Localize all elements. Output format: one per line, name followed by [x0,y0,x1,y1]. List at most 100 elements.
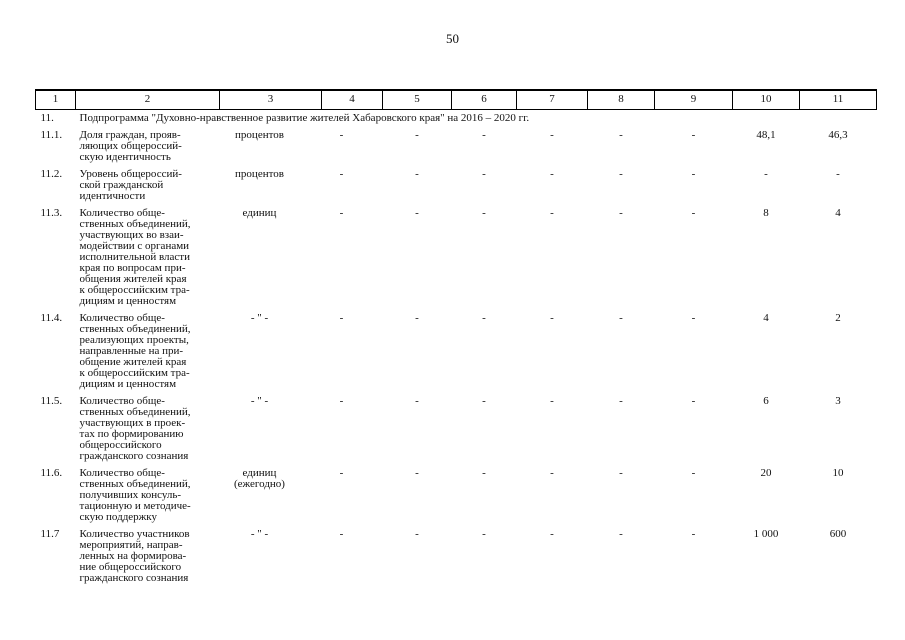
value-cell: 4 [763,312,769,324]
value-cell: - [482,207,486,219]
value-cell: - [482,312,486,324]
unit-cell: процентов [235,168,284,180]
value-cell: - [691,168,696,180]
value-cell: - [339,129,344,141]
value-cell: 20 [760,467,772,479]
value-cell: - [836,168,840,180]
column-numbers-row: 1 2 3 4 5 6 7 8 9 10 11 [35,89,877,110]
row-number: 11.2. [40,168,63,180]
column-number: 3 [219,89,322,110]
value-cell: - [764,168,768,180]
value-cell: - [619,129,623,141]
value-cell: 48,1 [756,129,776,141]
value-cell: 4 [835,207,841,219]
value-cell: - [691,207,696,219]
section-title: Подпрограмма "Духовно-нравственное разви… [79,112,530,124]
value-cell: - [619,207,623,219]
unit-cell: - " - [250,395,269,407]
value-cell: - [550,395,554,407]
value-cell: 10 [832,467,844,479]
value-cell: - [619,312,623,324]
value-cell: - [415,207,419,219]
column-number: 11 [799,89,877,110]
value-cell: - [691,528,696,540]
value-cell: - [691,129,696,141]
value-cell: 2 [835,312,841,324]
column-number: 7 [516,89,588,110]
unit-cell: - " - [250,528,269,540]
value-cell: - [482,395,486,407]
value-cell: - [550,312,554,324]
indicator-name: Уровень общероссий- ской гражданской иде… [79,168,182,202]
value-cell: - [619,168,623,180]
indicator-name: Количество обще- ственных объединений, р… [79,312,191,390]
row-number: 11.3. [40,207,63,219]
column-number: 6 [451,89,517,110]
table-row: 11.2. Уровень общероссий- ской гражданск… [36,163,877,202]
table-row: 11.4. Количество обще- ственных объедине… [36,307,877,390]
value-cell: - [550,528,554,540]
value-cell: - [415,312,419,324]
indicators-table: 1 2 3 4 5 6 7 8 9 10 11 11. Подпрограмма… [35,89,877,584]
table-row: 11.6. Количество обще- ственных объедине… [36,462,877,523]
table-row: 11.5. Количество обще- ственных объедине… [36,390,877,462]
unit-cell: - " - [250,312,269,324]
value-cell: - [482,168,486,180]
value-cell: - [482,129,486,141]
unit-cell: единиц [242,207,277,219]
value-cell: 600 [829,528,847,540]
value-cell: - [339,312,344,324]
column-number: 1 [35,89,76,110]
value-cell: 1 000 [753,528,779,540]
value-cell: - [339,395,344,407]
value-cell: - [550,467,554,479]
value-cell: - [415,528,419,540]
value-cell: 6 [763,395,769,407]
column-number: 8 [587,89,655,110]
value-cell: - [339,467,344,479]
value-cell: - [619,467,623,479]
value-cell: - [415,129,419,141]
indicator-name: Количество обще- ственных объединений, у… [79,395,191,462]
value-cell: - [691,312,696,324]
value-cell: - [339,528,344,540]
row-number: 11.5. [40,395,63,407]
value-cell: - [415,395,419,407]
value-cell: - [550,129,554,141]
value-cell: - [482,528,486,540]
value-cell: 46,3 [828,129,848,141]
column-number: 2 [75,89,220,110]
section-row: 11. Подпрограмма "Духовно-нравственное р… [36,110,877,125]
row-number: 11.1. [40,129,63,141]
column-number: 4 [321,89,383,110]
value-cell: 3 [835,395,841,407]
value-cell: - [482,467,486,479]
value-cell: - [415,168,419,180]
value-cell: - [339,207,344,219]
indicator-name: Доля граждан, прояв- ляющих общероссий- … [79,129,182,163]
section-number: 11. [40,112,54,124]
value-cell: - [550,207,554,219]
unit-cell: процентов [235,129,284,141]
row-number: 11.4. [40,312,63,324]
value-cell: 8 [763,207,769,219]
unit-cell: единиц (ежегодно) [234,467,285,490]
value-cell: - [691,395,696,407]
table-row: 11.1. Доля граждан, прояв- ляющих общеро… [36,124,877,163]
table-row: 11.3. Количество обще- ственных объедине… [36,202,877,307]
value-cell: - [339,168,344,180]
value-cell: - [415,467,419,479]
column-number: 9 [654,89,733,110]
page-number: 50 [446,31,459,46]
indicator-name: Количество участников мероприятий, напра… [79,528,190,584]
value-cell: - [550,168,554,180]
row-number: 11.7 [40,528,60,540]
row-number: 11.6. [40,467,63,479]
table-row: 11.7 Количество участников мероприятий, … [36,523,877,584]
indicator-name: Количество обще- ственных объединений, у… [79,207,191,307]
value-cell: - [619,395,623,407]
indicator-name: Количество обще- ственных объединений, п… [79,467,191,523]
column-number: 5 [382,89,452,110]
column-number: 10 [732,89,800,110]
